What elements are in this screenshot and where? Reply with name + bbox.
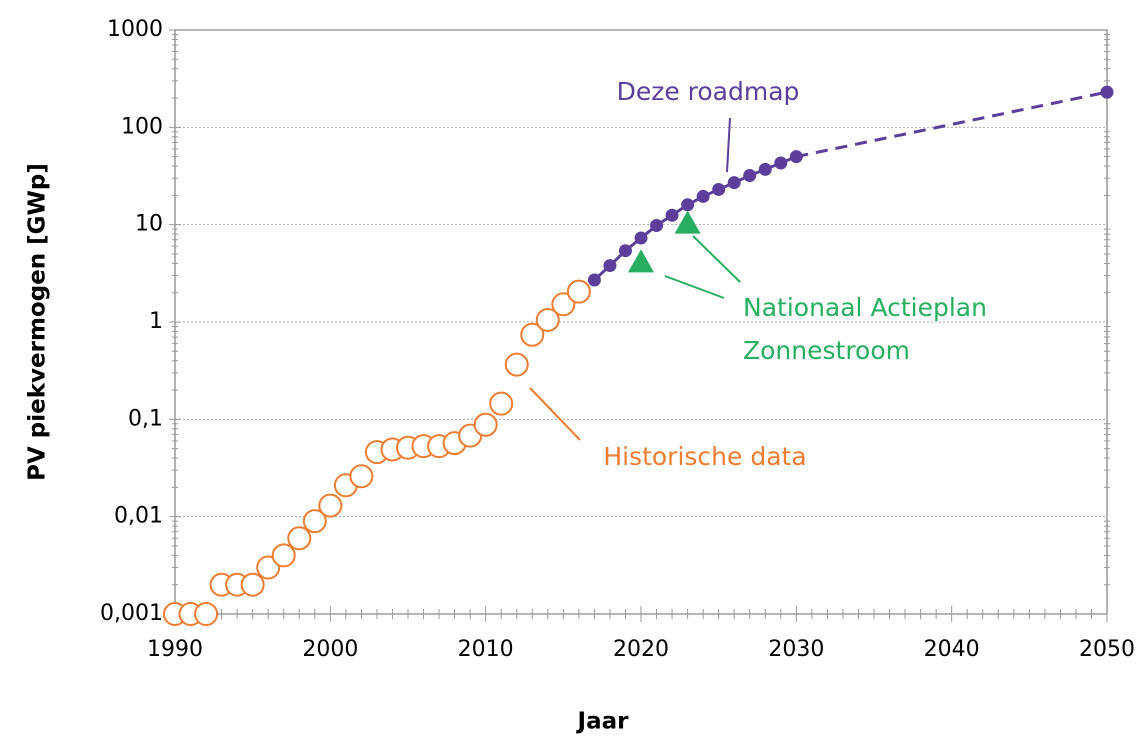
x-tick-label: 1990 <box>147 637 203 662</box>
y-tick-label: 0,001 <box>100 601 163 626</box>
data-point <box>194 602 219 626</box>
annotation-leader <box>726 117 731 173</box>
x-tick-label: 2040 <box>924 637 980 662</box>
data-point <box>287 526 312 551</box>
data-point <box>665 208 679 222</box>
data-point <box>504 352 529 377</box>
data-point <box>240 572 265 597</box>
annotation: Zonnestroom <box>743 336 910 365</box>
data-point <box>618 244 632 258</box>
y-tick-label: 0,01 <box>114 504 163 529</box>
y-tick-label: 100 <box>121 114 163 139</box>
data-point <box>628 249 654 273</box>
x-tick-label: 2050 <box>1079 637 1135 662</box>
annotation-leader <box>664 275 725 299</box>
data-point <box>674 210 701 234</box>
data-point <box>318 493 343 518</box>
annotation-leader <box>692 235 741 283</box>
y-tick-label: 0,1 <box>128 406 163 431</box>
data-point <box>520 322 545 347</box>
data-point <box>1100 85 1114 99</box>
y-tick-label: 1000 <box>107 17 163 42</box>
series-line-dashed <box>796 90 1108 159</box>
data-point <box>551 292 576 317</box>
annotation: Nationaal Actieplan <box>743 293 987 322</box>
data-point <box>743 168 757 182</box>
y-axis-label: PV piekvermogen [GWp] <box>25 163 51 481</box>
data-point <box>696 189 710 203</box>
data-point <box>489 391 514 416</box>
data-point <box>271 543 296 568</box>
annotation-leader <box>529 387 581 441</box>
annotation: Deze roadmap <box>617 77 800 106</box>
data-point <box>712 182 726 196</box>
x-tick-label: 2020 <box>613 637 669 662</box>
data-point <box>566 279 591 304</box>
data-point <box>727 176 741 190</box>
data-point <box>634 231 648 245</box>
x-tick-label: 2030 <box>768 637 824 662</box>
x-axis-label: Jaar <box>576 709 630 735</box>
data-point <box>535 307 560 332</box>
data-point <box>473 412 498 437</box>
data-point <box>256 555 281 580</box>
data-point <box>681 198 695 212</box>
y-tick-label: 1 <box>149 309 163 334</box>
y-tick-label: 10 <box>135 212 163 237</box>
x-tick-label: 2010 <box>458 637 514 662</box>
annotation: Historische data <box>603 442 806 471</box>
data-point <box>774 156 788 170</box>
data-point <box>789 150 803 164</box>
data-point <box>603 259 617 273</box>
data-point <box>650 219 664 233</box>
data-point <box>758 162 772 176</box>
data-point <box>302 509 327 534</box>
x-tick-label: 2000 <box>302 637 358 662</box>
data-point <box>349 464 374 489</box>
data-point <box>587 273 601 287</box>
